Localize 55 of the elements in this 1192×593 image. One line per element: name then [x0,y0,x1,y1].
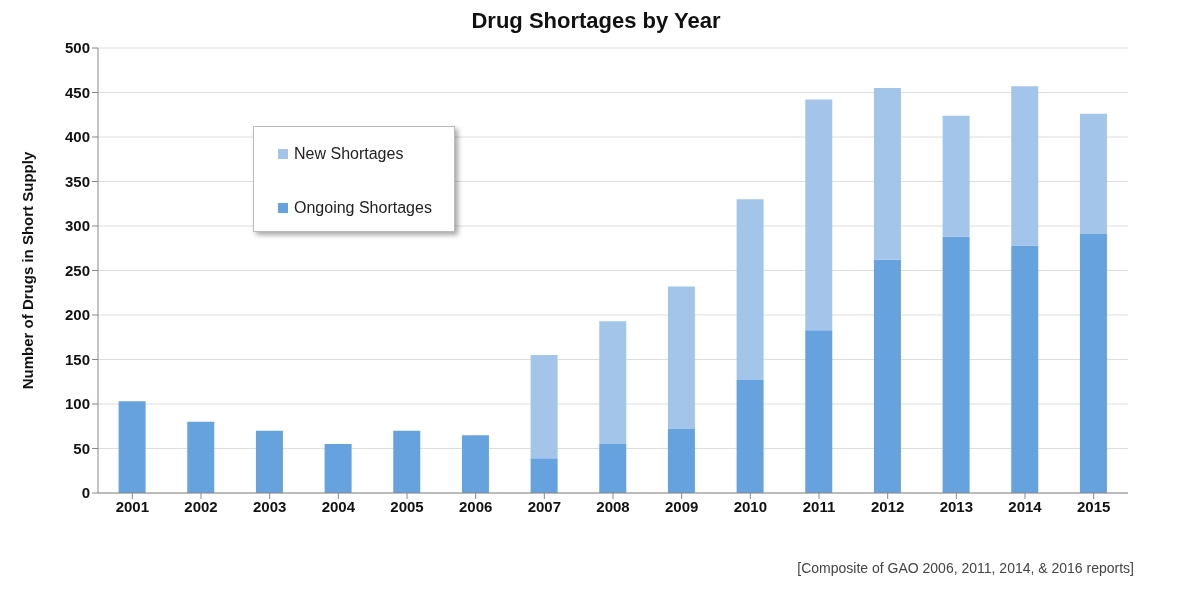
x-tick-label: 2010 [733,497,768,515]
legend-label: Ongoing Shortages [293,199,432,217]
bar [1079,113,1107,235]
bar [599,444,627,493]
bar [873,259,901,493]
x-tick-label: 2005 [390,497,424,515]
bar [1011,86,1039,246]
x-tick-label: 2007 [527,497,562,515]
bar [736,379,764,493]
y-tick-label: 200 [64,306,90,324]
bar [667,428,695,493]
y-tick-label: 0 [81,484,90,502]
y-axis-title: Number of Drugs in Short Supply [19,151,37,390]
bar [118,401,146,493]
y-tick-label: 450 [64,83,90,101]
text: [Composite of GAO 2006, 2011, 2014, & 2016 reports] [797,560,1134,576]
bar [805,330,833,493]
x-tick-label: 2012 [870,497,905,515]
x-tick-label: 2013 [939,497,974,515]
x-tick-label: 2002 [184,497,218,515]
legend-label: New Shortages [293,145,405,163]
bar [667,286,695,429]
x-tick-label: 2008 [596,497,630,515]
bar [393,430,421,493]
bar [805,99,833,331]
y-tick-label: 300 [64,217,90,235]
y-tick-label: 50 [73,439,90,457]
y-tick-label: 250 [64,261,90,279]
bar [1011,245,1039,493]
x-tick-label: 2015 [1076,497,1111,515]
x-tick-label: 2009 [664,497,699,515]
y-tick-label: 500 [64,39,90,57]
bar [942,236,970,493]
x-tick-label: 2014 [1008,497,1043,515]
x-tick-label: 2006 [458,497,493,515]
y-tick-label: 350 [64,172,90,190]
bar [1079,234,1107,493]
x-tick-label: 2001 [115,497,150,515]
y-tick-label: 100 [64,395,90,413]
bar [187,421,215,493]
y-tick-label: 400 [64,128,90,146]
bar [255,430,283,493]
bar [736,199,764,380]
y-tick-label: 150 [64,350,90,368]
bar [599,321,627,445]
bar [873,88,901,260]
chart-title: Drug Shortages by Year [470,8,722,35]
bar [461,435,489,493]
bar [942,115,970,237]
x-tick-label: 2011 [802,497,836,515]
x-tick-label: 2003 [252,497,287,515]
bar [530,355,558,459]
bar [324,444,352,493]
x-tick-label: 2004 [321,497,356,515]
bar [530,458,558,493]
